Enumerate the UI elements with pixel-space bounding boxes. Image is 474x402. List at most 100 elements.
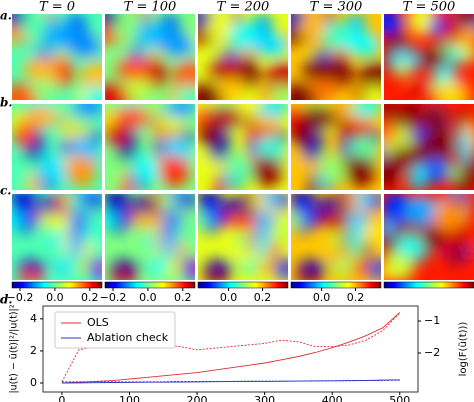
heatmap-blob: [384, 104, 393, 119]
series-line: [61, 312, 401, 384]
heatmap-blob: [175, 221, 195, 246]
heatmap-blob: [198, 123, 223, 147]
heatmap-blob: [255, 217, 271, 245]
heatmap-blob: [22, 57, 59, 81]
heatmap-blob: [251, 155, 283, 187]
heatmap-blob: [105, 194, 131, 205]
heatmap-blob: [15, 270, 46, 280]
colorbar-tick-label: 0.2: [254, 291, 272, 304]
heatmap-field: [291, 104, 381, 190]
column-title: T = 300: [310, 0, 363, 15]
heatmap-blob: [385, 32, 408, 53]
heatmap-blob: [322, 154, 346, 185]
heatmap-panel: [198, 194, 288, 280]
heatmap-blob: [430, 201, 465, 231]
heatmap-blob: [442, 16, 461, 44]
heatmap-panel: [12, 14, 102, 100]
heatmap-blob: [63, 32, 97, 55]
x-tick-label: 300: [254, 394, 275, 402]
heatmap-field: [384, 194, 474, 280]
heatmap-field: [105, 194, 195, 280]
colorbar: [383, 281, 474, 289]
heatmap-blob: [17, 260, 49, 274]
heatmap-blob: [177, 84, 195, 100]
heatmap-blob: [416, 48, 450, 70]
heatmap-blob: [291, 194, 317, 205]
heatmap-blob: [201, 270, 232, 280]
heatmap-blob: [408, 164, 427, 190]
heatmap-blob: [133, 215, 170, 230]
heatmap-blob: [198, 213, 212, 228]
x-tick-label: 400: [322, 394, 343, 402]
heatmap-blob: [136, 154, 160, 185]
column-title: T = 500: [403, 0, 456, 15]
y2-tick-label: −1: [424, 314, 440, 327]
heatmap-field: [198, 194, 288, 280]
heatmap-blob: [43, 154, 67, 185]
y2-axis-label: log(F(ũ(t))): [458, 322, 469, 377]
heatmap-blob: [315, 197, 341, 213]
heatmap-blob: [156, 32, 190, 55]
heatmap-panel: [384, 14, 474, 100]
heatmap-blob: [82, 221, 102, 246]
heatmap-field: [12, 14, 102, 100]
heatmap-field: [105, 104, 195, 190]
heatmap-blob: [217, 76, 246, 100]
heatmap-panel: [198, 14, 288, 100]
colorbar: [197, 281, 289, 289]
column-title: T = 100: [124, 0, 177, 15]
heatmap-blob: [455, 14, 474, 27]
heatmap-panel: [291, 194, 381, 280]
series-line: [61, 312, 401, 383]
heatmap-blob: [235, 104, 260, 114]
heatmap-blob: [120, 172, 133, 190]
heatmap-blob: [183, 194, 195, 212]
heatmap-blob: [105, 123, 130, 147]
heatmap-blob: [207, 106, 244, 129]
heatmap-blob: [408, 14, 432, 37]
heatmap-blob: [291, 213, 305, 228]
heatmap-panel: [384, 194, 474, 280]
heatmap-blob: [21, 106, 58, 129]
heatmap-blob: [198, 14, 213, 27]
heatmap-blob: [407, 104, 425, 131]
heatmap-blob: [91, 256, 102, 280]
heatmap-field: [291, 14, 381, 100]
heatmap-panel: [291, 104, 381, 190]
heatmap-blob: [251, 194, 265, 210]
heatmap-blob: [27, 172, 40, 190]
colorbar-tick-label: 0.0: [220, 291, 238, 304]
heatmap-blob: [162, 217, 178, 245]
row-label: b.: [0, 96, 13, 110]
y-tick-label: 4: [30, 312, 37, 325]
heatmap-blob: [40, 215, 77, 230]
heatmap-blob: [423, 105, 448, 136]
heatmap-blob: [65, 155, 97, 187]
heatmap-field: [384, 104, 474, 190]
heatmap-field: [291, 194, 381, 280]
heatmap-blob: [452, 194, 467, 210]
heatmap-blob: [306, 172, 319, 190]
heatmap-blob: [361, 221, 381, 246]
column-title: T = 0: [39, 0, 75, 15]
heatmap-blob: [49, 104, 74, 114]
heatmap-panel: [105, 14, 195, 100]
y-tick-label: 2: [30, 344, 37, 357]
heatmap-field: [198, 14, 288, 100]
heatmap-blob: [328, 104, 353, 114]
heatmap-blob: [351, 104, 381, 119]
heatmap-blob: [384, 124, 400, 145]
heatmap-blob: [108, 270, 139, 280]
heatmap-blob: [226, 215, 263, 230]
heatmap-blob: [404, 195, 435, 227]
heatmap-blob: [277, 256, 288, 280]
heatmap-blob: [159, 115, 187, 131]
heatmap-field: [384, 14, 474, 100]
heatmap-blob: [345, 115, 373, 131]
column-title: T = 200: [217, 0, 270, 15]
row-label: c.: [0, 184, 11, 198]
heatmap-blob: [310, 76, 339, 100]
heatmap-blob: [12, 194, 38, 205]
heatmap-blob: [198, 194, 224, 205]
heatmap-blob: [249, 32, 283, 55]
